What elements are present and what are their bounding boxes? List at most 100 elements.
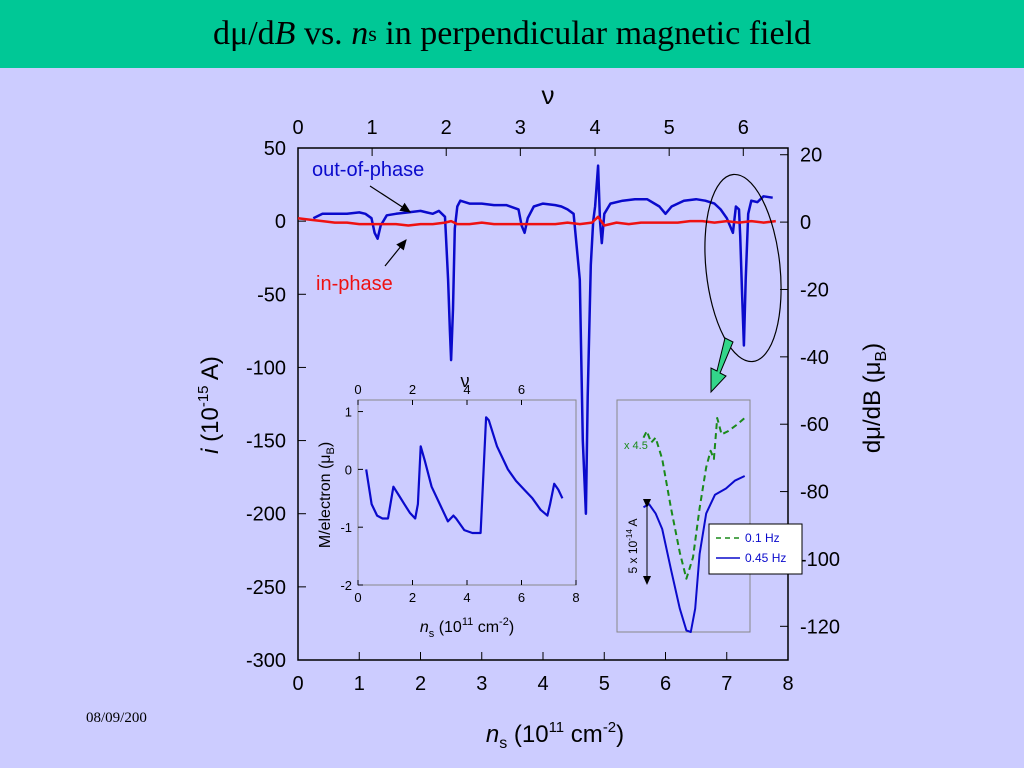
- in-phase-arrow: [384, 239, 407, 267]
- x-axis-label-mid: cm: [564, 721, 603, 748]
- y-right-label-pre: dμ/dB (μ: [859, 361, 886, 453]
- x-axis-label: ns (1011 cm-2): [486, 719, 624, 752]
- top-tick-label: 5: [664, 117, 675, 139]
- inset-f-frame: [616, 399, 751, 633]
- x-tick-label: 4: [537, 673, 548, 695]
- right-tick-label: -40: [800, 347, 829, 369]
- inset-f-scale-note: x 4.5: [624, 440, 648, 452]
- inset-f-series-group: [642, 417, 746, 633]
- right-tick-label: -60: [800, 414, 829, 436]
- y-left-label-var: i: [197, 448, 224, 454]
- legend-box: [708, 523, 803, 575]
- inset-f-series-0.1-Hz: [642, 417, 746, 580]
- inset-m-x-tick-label: 2: [409, 590, 416, 605]
- right-tick-label: -20: [800, 279, 829, 301]
- inset-m-y-sub: B: [325, 447, 337, 454]
- scale-bar-sup: -14: [625, 529, 634, 541]
- inset-m-y-pre: M/electron (μ: [317, 454, 334, 548]
- legend-label-0.1hz: 0.1 Hz: [745, 531, 780, 545]
- right-tick-label: -100: [800, 549, 840, 571]
- inset-m-x-tick-label: 0: [354, 590, 361, 605]
- inset-m-y-label: M/electron (μB): [317, 442, 337, 548]
- x-axis-label-post: ): [616, 721, 624, 748]
- inset-m-x-tick-label: 4: [463, 590, 470, 605]
- right-tick-label: -120: [800, 616, 840, 638]
- inset-m-ticks: 0 2 4 6 810-1-20 2 4 6: [340, 382, 579, 605]
- inset-m-x-mid: cm: [473, 619, 499, 636]
- inset-m-y-tick-label: -2: [340, 578, 352, 593]
- top-tick-label: 2: [441, 117, 452, 139]
- inset-m-top-tick-label: 4: [463, 382, 470, 397]
- inset-m-y-post: ): [317, 442, 334, 447]
- title-slash-d: /d: [248, 15, 275, 52]
- y-tick-label: -50: [257, 284, 286, 306]
- title-b: B: [274, 15, 296, 52]
- out-of-phase-label: out-of-phase: [312, 159, 424, 181]
- y-right-label-post: ): [859, 343, 886, 351]
- x-tick-label: 3: [476, 673, 487, 695]
- top-axis-label: ν: [542, 80, 555, 110]
- y-axis-label-right: dμ/dB (μB): [859, 343, 890, 453]
- scale-bar-pre: 5 x 10: [626, 540, 640, 573]
- y-tick-label: 50: [264, 138, 286, 160]
- inset-m-x-sup2: -2: [499, 616, 509, 628]
- legend: 0.1 Hz 0.45 Hz: [708, 523, 803, 575]
- inset-m-x-sup: 11: [462, 616, 473, 628]
- top-tick-label: 4: [590, 117, 601, 139]
- title-mu: μ: [229, 15, 249, 52]
- y-tick-label: -250: [246, 577, 286, 599]
- top-tick-label: 6: [738, 117, 749, 139]
- inset-m-y-tick-label: 1: [345, 405, 352, 420]
- title-n: n: [351, 15, 369, 52]
- scale-bar-post: A: [626, 519, 640, 530]
- inset-m-top-tick-label: 0: [354, 382, 361, 397]
- y-left-label-sup: -15: [195, 385, 212, 407]
- x-axis-label-pre: (10: [507, 721, 548, 748]
- series-line-in-phase: [297, 215, 776, 227]
- title-vs: vs.: [295, 15, 352, 52]
- slide-date: 08/09/200: [86, 710, 147, 726]
- inset-m-series-line: [365, 416, 564, 535]
- zoom-arrow: [710, 337, 734, 394]
- y-tick-label: -200: [246, 504, 286, 526]
- y-left-label-pre: (10: [197, 407, 224, 448]
- inset-m-x-tick-label: 6: [518, 590, 525, 605]
- inset-f-series-0.45-Hz: [643, 475, 746, 633]
- y-tick-label: 0: [275, 211, 286, 233]
- title-d1: d: [212, 15, 230, 52]
- legend-label-0.45hz: 0.45 Hz: [745, 551, 786, 565]
- inset-m-x-post: ): [509, 619, 514, 636]
- inset-m-x-pre: (10: [434, 619, 462, 636]
- x-tick-label: 7: [721, 673, 732, 695]
- inset-m-series-group: [365, 416, 564, 535]
- y-axis-label-left: i (10-15 A): [195, 356, 224, 454]
- y-right-label-sub: B: [873, 351, 890, 362]
- x-axis-label-var: n: [486, 721, 499, 748]
- x-axis-label-sub: s: [499, 735, 507, 752]
- series-line-out-of-phase: [312, 164, 773, 515]
- scale-bar-label: 5 x 10-14 A: [625, 519, 640, 574]
- y-tick-label: -100: [246, 357, 286, 379]
- y-left-label-post: A): [197, 356, 224, 385]
- x-tick-label: 0: [292, 673, 303, 695]
- main-axis-ticks: 0 1 2 3 4 5 6 7 8500-50-100-150-200-250-300200-2…: [246, 117, 840, 695]
- inset-m-top-label: ν: [461, 371, 470, 391]
- top-tick-label: 0: [292, 117, 303, 139]
- inset-m-x-tick-label: 8: [572, 590, 579, 605]
- x-tick-label: 8: [782, 673, 793, 695]
- x-axis-label-sup: 11: [549, 719, 565, 736]
- x-axis-label-sup2: -2: [603, 719, 616, 736]
- top-tick-label: 1: [367, 117, 378, 139]
- right-tick-label: 0: [800, 212, 811, 234]
- right-tick-label: -80: [800, 482, 829, 504]
- inset-m-top-tick-label: 6: [518, 382, 525, 397]
- inset-m-frame: [357, 399, 577, 586]
- y-tick-label: -150: [246, 431, 286, 453]
- highlight-ellipse: [704, 173, 782, 363]
- right-tick-label: 20: [800, 145, 822, 167]
- inset-m-y-tick-label: 0: [345, 462, 352, 477]
- inset-m-x-sub: s: [429, 628, 435, 640]
- main-series-group: [297, 164, 776, 515]
- inset-m-y-tick-label: -1: [340, 520, 352, 535]
- x-tick-label: 1: [354, 673, 365, 695]
